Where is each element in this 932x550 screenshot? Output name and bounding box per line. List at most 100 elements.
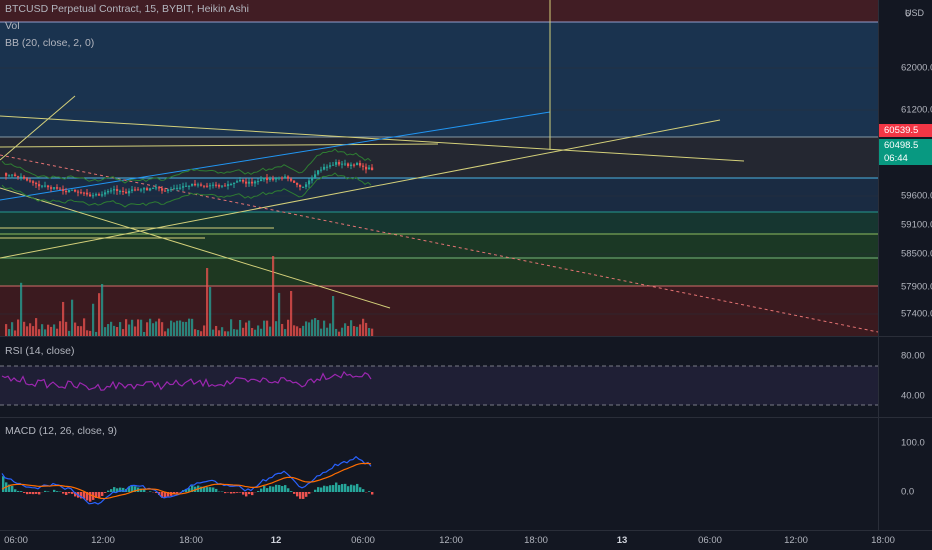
- volume-bar: [296, 326, 299, 336]
- macd-bar: [320, 487, 323, 492]
- time-label-day: 13: [616, 535, 628, 546]
- macd-pane[interactable]: MACD (12, 26, close, 9): [0, 418, 878, 530]
- volume-bar: [239, 319, 242, 336]
- volume-bar: [251, 328, 254, 336]
- candle: [305, 184, 308, 187]
- volume-bar: [269, 326, 272, 336]
- candle: [152, 187, 155, 189]
- candle: [296, 182, 299, 185]
- rsi-pane[interactable]: RSI (14, close): [0, 337, 878, 417]
- bb-lower: [1, 172, 372, 208]
- macd-bar: [314, 489, 317, 492]
- macd-bar: [167, 492, 170, 497]
- volume-bar: [323, 320, 326, 336]
- volume-bar: [320, 328, 323, 336]
- volume-bar: [305, 321, 308, 336]
- volume-bar: [68, 330, 71, 336]
- volume-bar: [260, 328, 263, 336]
- macd-bar: [155, 492, 158, 493]
- pane-separator[interactable]: [0, 336, 932, 337]
- candle: [224, 185, 227, 187]
- candle: [194, 183, 197, 186]
- volume-bar: [50, 326, 53, 336]
- candle: [287, 176, 290, 179]
- vol-legend[interactable]: Vol: [5, 20, 20, 32]
- volume-bar: [95, 331, 98, 336]
- candle: [344, 163, 347, 165]
- macd-legend[interactable]: MACD (12, 26, close, 9): [5, 425, 118, 437]
- volume-bar: [161, 322, 164, 336]
- pane-separator[interactable]: [0, 417, 932, 418]
- trendline-falling: [0, 187, 391, 309]
- volume-bar: [20, 282, 23, 336]
- macd-bar: [74, 492, 77, 497]
- currency-label[interactable]: USD: [905, 8, 925, 18]
- rsi-tick: 40.00: [901, 390, 925, 402]
- volume-bar: [272, 256, 275, 336]
- macd-bar: [8, 484, 11, 492]
- candle: [128, 190, 131, 194]
- candle: [29, 180, 32, 182]
- volume-bar: [98, 293, 101, 336]
- macd-bar: [116, 488, 119, 492]
- macd-bar: [263, 486, 266, 492]
- macd-bar: [14, 489, 17, 492]
- candle: [59, 188, 62, 190]
- volume-bar: [359, 324, 362, 336]
- candle: [74, 189, 77, 192]
- volume-bar: [41, 324, 44, 336]
- volume-bar: [191, 318, 194, 336]
- price-axis[interactable]: 6 USD 62000.0 61200.0 60539.5 60498.5 06…: [878, 0, 932, 336]
- zone-blue-lower: [0, 178, 878, 212]
- volume-bar: [185, 321, 188, 336]
- main-chart-drawing[interactable]: [0, 0, 878, 336]
- macd-bar: [284, 485, 287, 492]
- candle: [281, 177, 284, 179]
- price-tick-top-partial: 6: [905, 8, 911, 20]
- candle: [140, 189, 143, 191]
- candle: [164, 190, 167, 192]
- volume-bar: [140, 319, 143, 336]
- macd-bar: [95, 492, 98, 498]
- price-tick: 61200.0: [901, 104, 932, 116]
- macd-bar: [143, 488, 146, 492]
- macd-bar: [251, 492, 254, 496]
- candle: [272, 178, 275, 180]
- macd-bar: [296, 492, 299, 497]
- volume-bar: [86, 330, 89, 336]
- macd-bar: [17, 490, 20, 492]
- rsi-legend[interactable]: RSI (14, close): [5, 345, 75, 357]
- candle: [44, 185, 47, 187]
- volume-bar: [62, 301, 65, 336]
- time-axis[interactable]: 06:00 12:00 18:00 12 06:00 12:00 18:00 1…: [0, 530, 932, 550]
- candle: [299, 184, 302, 187]
- candle: [245, 181, 248, 184]
- time-label: 06:00: [4, 535, 28, 546]
- macd-bar: [362, 489, 365, 492]
- macd-axis[interactable]: 100.0 0.0: [878, 418, 932, 530]
- candle: [212, 184, 215, 186]
- volume-bar: [14, 330, 17, 336]
- volume-bar: [203, 325, 206, 336]
- main-chart-pane[interactable]: BTCUSD Perpetual Contract, 15, BYBIT, He…: [0, 0, 878, 336]
- macd-bar: [278, 484, 281, 492]
- volume-bar: [266, 320, 269, 336]
- candle: [329, 165, 332, 167]
- candle: [314, 174, 317, 178]
- bb-legend[interactable]: BB (20, close, 2, 0): [5, 37, 95, 49]
- candle: [311, 177, 314, 181]
- volume-bar: [212, 329, 215, 336]
- volume-bar: [254, 329, 257, 336]
- time-label: 18:00: [871, 535, 895, 546]
- symbol-title[interactable]: BTCUSD Perpetual Contract, 15, BYBIT, He…: [5, 3, 249, 15]
- volume-bar: [101, 284, 104, 336]
- volume-bar: [107, 324, 110, 336]
- macd-bar: [113, 487, 116, 492]
- candle: [266, 177, 269, 181]
- macd-bar: [140, 488, 143, 492]
- macd-bar: [212, 487, 215, 492]
- volume-bar: [188, 318, 191, 336]
- candle: [89, 194, 92, 197]
- macd-bar: [302, 492, 305, 499]
- rsi-axis[interactable]: 80.00 40.00: [878, 337, 932, 417]
